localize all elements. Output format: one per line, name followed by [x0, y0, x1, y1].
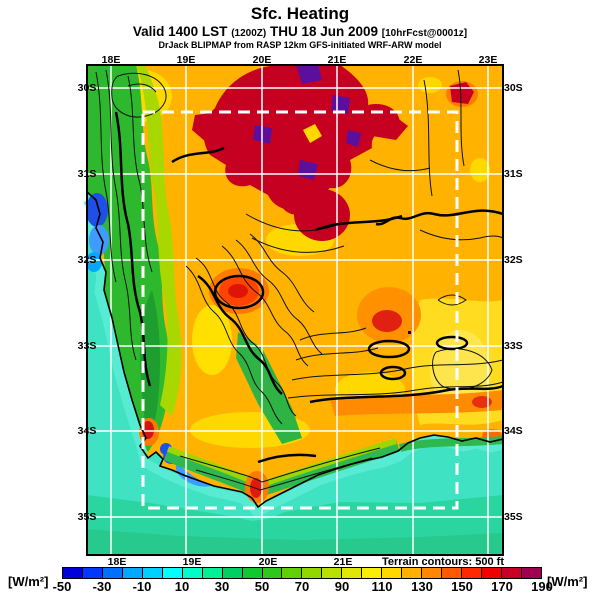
colorbar-segment: [101, 568, 122, 578]
colorbar-segment: [461, 568, 482, 578]
lon-label-bottom-18E: 18E: [107, 556, 127, 568]
lon-label-top-21E: 21E: [327, 54, 347, 66]
valid-prefix: Valid 1400 LST: [132, 24, 228, 39]
lat-label-right-30S: 30S: [504, 82, 523, 94]
colorbar-tick-10: 10: [174, 579, 190, 594]
lat-label-left-30S: 30S: [77, 82, 97, 94]
lat-label-right-32S: 32S: [504, 254, 523, 266]
colorbar-segment: [500, 568, 521, 578]
over-range-purple-patches: [253, 65, 361, 180]
colorbar-segment: [261, 568, 282, 578]
model-attribution: DrJack BLIPMAP from RASP 12km GFS-initia…: [158, 40, 442, 50]
valid-date: THU 18 Jun 2009: [269, 24, 379, 39]
colorbar-segment: [520, 568, 541, 578]
lat-label-right-31S: 31S: [504, 168, 523, 180]
lon-label-top-19E: 19E: [176, 54, 196, 66]
terrain-contour-note: Terrain contours: 500 ft: [381, 556, 504, 568]
lon-label-top-18E: 18E: [101, 54, 121, 66]
lat-label-right-34S: 34S: [504, 425, 523, 437]
map-frame: [86, 64, 504, 556]
lon-label-top-20E: 20E: [252, 54, 272, 66]
colorbar-tick-50: 50: [254, 579, 270, 594]
valid-time-line: Valid 1400 LST (1200Z) THU 18 Jun 2009 […: [0, 24, 600, 39]
colorbar-tick-30: 30: [214, 579, 230, 594]
colorbar-segment: [401, 568, 422, 578]
colorbar-segment: [201, 568, 222, 578]
colorbar-segment: [321, 568, 342, 578]
colorbar-segment: [121, 568, 142, 578]
colorbar-segment: [161, 568, 182, 578]
colorbar-segment: [361, 568, 382, 578]
page-title: Sfc. Heating: [250, 4, 350, 23]
colorbar-segment: [181, 568, 202, 578]
green-mountain-strip: [87, 65, 302, 452]
domain-boundary-box: [141, 110, 459, 510]
coastline: [86, 191, 504, 509]
colorbar-segment: [301, 568, 322, 578]
grid-lines: [87, 65, 503, 555]
colorbar-segment: [341, 568, 362, 578]
colorbar-units-right: [W/m²]: [547, 574, 588, 589]
colorbar-segment: [63, 568, 82, 578]
colorbar-segment: [221, 568, 242, 578]
colorbar-segment: [481, 568, 501, 578]
colorbar-segment: [141, 568, 162, 578]
colorbar-tick-190: 190: [531, 579, 553, 594]
colorbar-segment: [281, 568, 302, 578]
colorbar-tick--50: -50: [52, 579, 72, 594]
lon-label-bottom-19E: 19E: [182, 556, 202, 568]
colorbar-segment: [381, 568, 402, 578]
valid-time-paren: (1200Z): [231, 28, 267, 39]
colorbar-segment: [81, 568, 102, 578]
colorbar-segment: [421, 568, 442, 578]
station-marker-dot: [408, 331, 411, 334]
lat-label-left-35S: 35S: [77, 511, 97, 523]
lat-label-left-31S: 31S: [77, 168, 97, 180]
colorbar-segment: [441, 568, 462, 578]
forecast-tag: [10hrFcst@0001z]: [381, 28, 468, 39]
map-fill: [83, 65, 505, 555]
colorbar: [62, 567, 542, 579]
lat-label-right-35S: 35S: [504, 511, 523, 523]
colorbar-segment: [241, 568, 262, 578]
lon-label-top-23E: 23E: [478, 54, 498, 66]
lat-label-left-34S: 34S: [77, 425, 97, 437]
colorbar-tick-130: 130: [411, 579, 433, 594]
colorbar-tick-70: 70: [294, 579, 310, 594]
colorbar-units-left: [W/m²]: [8, 574, 49, 589]
lon-label-bottom-20E: 20E: [258, 556, 278, 568]
colorbar-tick-110: 110: [371, 579, 393, 594]
lon-label-top-22E: 22E: [403, 54, 423, 66]
colorbar-tick--10: -10: [132, 579, 152, 594]
lat-label-left-32S: 32S: [77, 254, 97, 266]
colorbar-tick--30: -30: [92, 579, 112, 594]
colorbar-tick-170: 170: [491, 579, 513, 594]
colorbar-tick-90: 90: [334, 579, 350, 594]
lat-label-left-33S: 33S: [77, 340, 97, 352]
lon-label-bottom-21E: 21E: [333, 556, 353, 568]
colorbar-tick-150: 150: [451, 579, 473, 594]
lat-label-right-33S: 33S: [504, 340, 523, 352]
